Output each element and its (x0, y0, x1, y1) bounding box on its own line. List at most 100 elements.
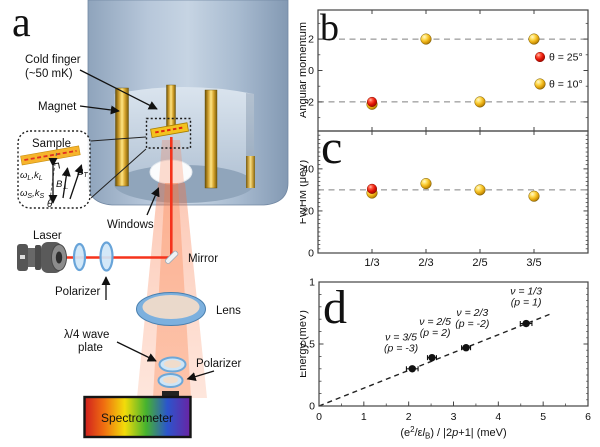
xlabel-part: 2 (410, 425, 415, 434)
waveplate-label-1: λ/4 wave (64, 329, 109, 341)
cold-finger-temp-label: (~50 mK) (25, 68, 73, 80)
inset-theta-label: θ (47, 199, 53, 210)
y-tick-label: 2 (308, 34, 314, 46)
panel-b-frame (317, 9, 589, 132)
laser-label: Laser (33, 230, 62, 242)
panel-d-ylabel: Energy (meV) (300, 310, 309, 378)
magnet-bar-far-right (246, 156, 255, 188)
xlabel-part: (e (400, 427, 410, 439)
sample-2deg-dashes (155, 126, 184, 134)
x-category-label: 2/5 (472, 257, 487, 269)
polarizer-disc-3 (157, 373, 184, 388)
spectrometer-label: Spectrometer (101, 411, 173, 425)
point-annotation: ν = 2/5 (419, 316, 451, 328)
y-tick-label: 0 (308, 65, 314, 77)
legend-label: θ = 25° (549, 52, 583, 64)
laser-source (17, 242, 67, 273)
polarizer-disc-2 (99, 241, 114, 272)
y-tick-label: 20 (302, 205, 314, 217)
sample-callout-box (145, 117, 192, 149)
panel-d-frame (318, 281, 589, 407)
data-point-c (474, 184, 486, 196)
data-point-b (474, 96, 486, 108)
point-annotation: (p = 1) (511, 296, 542, 308)
quarter-wave-plate (158, 356, 187, 373)
spectrometer-slit (162, 391, 179, 398)
polarizer-top-label: Polarizer (55, 286, 101, 298)
legend-marker (534, 78, 546, 90)
y-tick-label: -2 (305, 96, 314, 108)
panel-b-letter: b (320, 7, 339, 49)
inset-omega-s-label: ωS,kS (20, 188, 44, 200)
legend-label: θ = 10° (549, 79, 583, 91)
lens-label: Lens (216, 305, 241, 317)
fit-line (318, 313, 551, 407)
spectrometer-body (83, 395, 192, 439)
panel-c-ylabel: FWHM (μeV) (300, 160, 309, 224)
cold-finger-label: Cold finger (25, 54, 81, 66)
cryostat-cutaway (114, 87, 254, 193)
x-tick-label: 4 (495, 411, 501, 423)
polarizer-bottom-label: Polarizer (196, 358, 242, 370)
data-point-c (366, 183, 378, 194)
sample-inset: Sample ωL,kL ωS,kS B⊥ BT θ (17, 130, 147, 210)
data-point-d (462, 344, 470, 352)
point-annotation: ν = 2/3 (456, 307, 488, 319)
inset-connector-bottom (90, 148, 147, 199)
xlabel-part: l (423, 427, 426, 439)
inset-bperp-label: B⊥ (56, 179, 68, 191)
x-tick-label: 6 (585, 411, 591, 423)
glow-cone (137, 183, 207, 398)
apparatus-diagram: Spectrometer Sample ωL,kL ωS,kS B⊥ BT θ … (12, 0, 289, 439)
spectrometer: Spectrometer (83, 391, 192, 439)
point-annotation: (p = -2) (455, 318, 489, 330)
cold-finger-arrow (79, 69, 158, 110)
inset-connector-top (90, 136, 147, 142)
panel-c-frame (317, 130, 589, 254)
xlabel-part: /ε (415, 427, 423, 439)
polarizer-disc-1 (72, 242, 87, 272)
point-annotation: ν = 1/3 (510, 285, 542, 297)
mirror-label: Mirror (188, 253, 218, 265)
glow-cone-core (153, 183, 191, 398)
x-tick-label: 3 (451, 411, 457, 423)
magnet-bar-left (115, 87, 129, 187)
panel-c-letter: c (321, 121, 342, 174)
y-tick-label: 0 (309, 401, 315, 413)
x-category-label: 1/3 (364, 257, 379, 269)
point-annotation: (p = 2) (420, 327, 451, 339)
waveplate-arrow (116, 341, 157, 362)
legend-marker (534, 51, 546, 63)
magnet-arrow (79, 105, 120, 115)
data-point-b (420, 33, 432, 45)
lens (136, 292, 206, 326)
inset-sample-dashes (24, 149, 77, 161)
data-point-c (528, 190, 540, 202)
y-tick-label: 0 (308, 248, 314, 260)
y-tick-label: 0.5 (300, 339, 315, 351)
y-tick-label: 1 (309, 277, 315, 289)
panel-d-letter: d (323, 281, 347, 334)
xlabel-part: B (425, 432, 430, 441)
magnet-bar-right (204, 89, 218, 189)
point-annotation: (p = -3) (384, 342, 418, 354)
cryostat (87, 0, 289, 206)
x-category-label: 3/5 (526, 257, 541, 269)
polarizer-bottom-arrow (186, 370, 215, 381)
inset-sample-label: Sample (32, 138, 71, 150)
inset-bt-label: BT (77, 167, 88, 179)
point-annotation: ν = 3/5 (385, 331, 417, 343)
inset-bt-arrow (69, 164, 84, 200)
x-tick-label: 2 (406, 411, 412, 423)
data-point-b (366, 96, 378, 107)
xlabel-part: ) / |2 (430, 427, 452, 439)
xlabel-part: p (451, 427, 458, 439)
xlabel-part: +1| (meV) (458, 427, 506, 439)
data-point-b (528, 33, 540, 45)
windows-label: Windows (107, 219, 154, 231)
waveplate-label-2: plate (78, 342, 103, 354)
data-point-c (420, 178, 432, 190)
x-tick-label: 1 (361, 411, 367, 423)
